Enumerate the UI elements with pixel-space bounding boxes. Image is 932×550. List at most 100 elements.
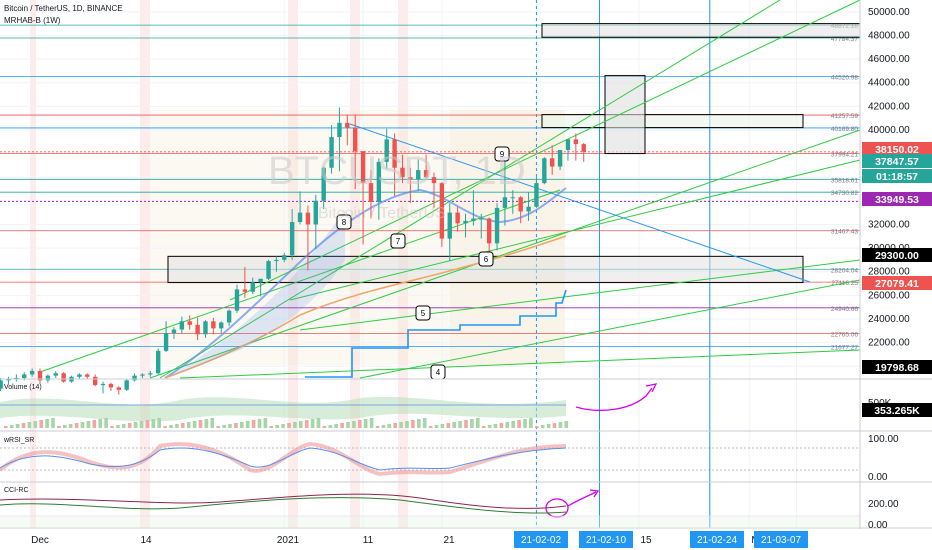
candle-body bbox=[353, 127, 358, 152]
volume-bar bbox=[304, 420, 309, 428]
cci-line bbox=[0, 493, 567, 509]
moving-average-line bbox=[164, 235, 567, 379]
candle-body bbox=[187, 321, 192, 325]
time-tick-label: 14 bbox=[140, 535, 152, 546]
wave-label: 9 bbox=[500, 150, 505, 159]
candle-body bbox=[37, 370, 43, 381]
candle-body bbox=[368, 183, 374, 202]
volume-bar bbox=[263, 418, 268, 428]
volume-badge-label: 353.265K bbox=[874, 405, 920, 417]
volume-bar bbox=[369, 418, 374, 428]
wave-label: 4 bbox=[436, 368, 441, 377]
candle-body bbox=[486, 218, 492, 244]
price-tick-label: 42000.00 bbox=[868, 101, 910, 112]
volume-bar bbox=[169, 425, 173, 428]
price-level-label: 31467.43 bbox=[831, 229, 858, 236]
trend-line bbox=[229, 0, 861, 301]
cci-band bbox=[0, 516, 860, 528]
candle-body bbox=[140, 374, 145, 376]
volume-bar bbox=[476, 418, 480, 428]
volume-bar bbox=[328, 425, 333, 428]
candle-body bbox=[431, 177, 437, 184]
red-session-band bbox=[140, 0, 150, 528]
price-badge bbox=[862, 248, 932, 262]
price-tick-label: 32000.00 bbox=[868, 219, 910, 230]
volume-bar bbox=[540, 425, 545, 428]
red-session-band bbox=[30, 0, 36, 528]
volume-bar bbox=[86, 421, 91, 428]
price-badge-label: 27079.41 bbox=[875, 278, 919, 290]
cloud-area bbox=[165, 210, 345, 378]
candle-body bbox=[542, 158, 547, 184]
indicator-step-line bbox=[305, 289, 567, 378]
volume-bar bbox=[269, 426, 274, 428]
candle-body bbox=[250, 282, 255, 292]
candle-body bbox=[313, 200, 318, 225]
candle-body bbox=[329, 137, 334, 168]
candle-body bbox=[22, 374, 27, 378]
volume-bar bbox=[275, 425, 279, 428]
volume-bar bbox=[133, 422, 138, 428]
wave-label: 8 bbox=[342, 218, 347, 227]
volume-bar bbox=[452, 422, 456, 428]
candle-body bbox=[266, 261, 271, 279]
volume-bar bbox=[110, 426, 114, 428]
range-box bbox=[604, 75, 646, 155]
volume-bar bbox=[316, 418, 321, 428]
date-badge bbox=[579, 531, 633, 548]
watermark-name: Bitcoin / TetherUS bbox=[318, 205, 446, 222]
volume-bar bbox=[523, 419, 527, 428]
candle-body bbox=[479, 218, 484, 220]
volume-bar bbox=[15, 424, 20, 428]
candle-body bbox=[321, 167, 326, 201]
candle-body bbox=[534, 183, 539, 207]
trend-line bbox=[359, 279, 861, 379]
volume-bar bbox=[122, 424, 126, 428]
volume-bar bbox=[186, 422, 191, 428]
candle-body bbox=[124, 380, 129, 390]
volume-bar bbox=[4, 426, 8, 428]
candle-body bbox=[455, 212, 460, 224]
volume-bar bbox=[245, 421, 250, 428]
volume-bar bbox=[181, 423, 185, 428]
price-badge-label: 01:18:57 bbox=[876, 171, 918, 183]
candle-body bbox=[447, 212, 452, 239]
cci-tick-label: 0.00 bbox=[868, 520, 888, 531]
volume-bar bbox=[104, 418, 108, 428]
volume-bar bbox=[204, 419, 209, 428]
candle-body bbox=[416, 170, 421, 180]
candle-body bbox=[195, 324, 200, 335]
candle-body bbox=[581, 144, 586, 152]
rsi-title: wRSI_SR bbox=[3, 437, 34, 444]
candle-body bbox=[573, 139, 579, 145]
watermark-symbol: BTCUSDT, 1D bbox=[268, 149, 526, 193]
volume-bar bbox=[381, 425, 386, 428]
volume-bar bbox=[517, 420, 521, 428]
volume-bar bbox=[428, 426, 433, 428]
candle-body bbox=[179, 321, 185, 330]
candle-body bbox=[219, 322, 224, 329]
volume-bar bbox=[139, 421, 144, 428]
candle-body bbox=[337, 122, 342, 138]
volume-bar bbox=[363, 419, 368, 428]
drawn-arrow-annotation bbox=[575, 383, 658, 412]
price-badge-label: 37847.57 bbox=[875, 156, 919, 168]
volume-bar bbox=[352, 421, 356, 428]
volume-bar bbox=[39, 420, 43, 428]
volume-bar bbox=[234, 423, 238, 428]
volume-bar bbox=[546, 424, 551, 428]
volume-bar bbox=[493, 424, 498, 428]
wave-label-box bbox=[390, 233, 406, 249]
volume-bar bbox=[98, 419, 102, 428]
volume-bar bbox=[51, 418, 55, 428]
volume-bar bbox=[145, 420, 150, 428]
price-badge-label: 29300.00 bbox=[875, 250, 919, 262]
volume-bar bbox=[151, 419, 156, 428]
time-tick-label: 15 bbox=[640, 535, 652, 546]
volume-bar bbox=[558, 422, 563, 428]
volume-bar bbox=[251, 420, 256, 428]
cci-tick-label: 200.00 bbox=[868, 499, 899, 510]
candle-body bbox=[526, 206, 531, 212]
candle-body bbox=[297, 212, 303, 223]
